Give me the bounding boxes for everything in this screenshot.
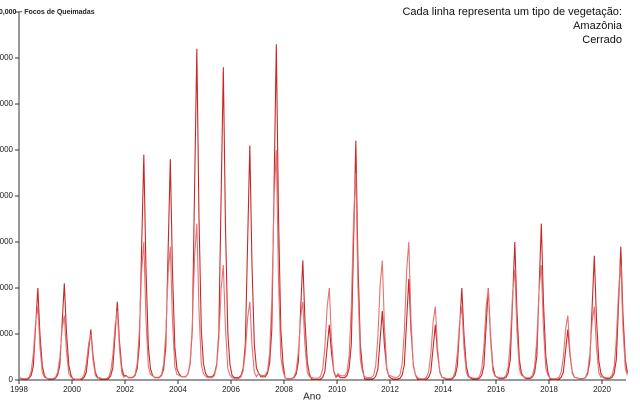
y-tick-label: 10,000: [0, 329, 14, 338]
y-tick-label: 60,000: [0, 99, 14, 108]
x-axis-title: Ano: [303, 392, 321, 400]
legend-title: Cada linha representa um tipo de vegetaç…: [402, 6, 622, 18]
y-tick-label: 50,000: [0, 145, 14, 154]
x-tick-label: 2018: [540, 385, 558, 394]
x-tick-label: 1998: [10, 385, 28, 394]
x-tick-label: 2012: [381, 385, 399, 394]
legend-entry: Cerrado: [582, 34, 622, 46]
x-tick-label: 2006: [222, 385, 240, 394]
y-tick-label: 20,000: [0, 283, 14, 292]
x-tick-label: 2002: [116, 385, 134, 394]
x-tick-label: 2008: [275, 385, 293, 394]
x-tick-label: 2014: [434, 385, 452, 394]
series-line: [19, 149, 628, 380]
x-tick-label: 2004: [169, 385, 187, 394]
y-tick-label: 0: [9, 375, 14, 384]
x-tick-label: 2000: [63, 385, 81, 394]
series-line: [19, 44, 628, 381]
x-tick-label: 2016: [487, 385, 505, 394]
x-tick-label: 2020: [593, 385, 611, 394]
y-tick-label: 70,000: [0, 53, 14, 62]
x-tick-label: 2010: [328, 385, 346, 394]
legend-entry: Amazônia: [573, 20, 623, 32]
y-tick-label: 30,000: [0, 237, 14, 246]
y-tick-label: 40,000: [0, 191, 14, 200]
y-tick-label: 80,000 – Focos de Queimadas: [0, 9, 95, 16]
